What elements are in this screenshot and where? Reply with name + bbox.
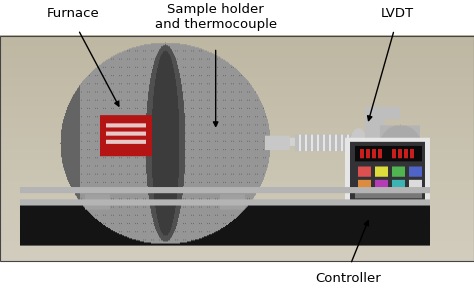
Text: Sample holder
and thermocouple: Sample holder and thermocouple [155, 3, 277, 31]
Text: Furnace: Furnace [47, 7, 100, 20]
Text: LVDT: LVDT [381, 7, 414, 20]
Text: Controller: Controller [316, 272, 381, 285]
Bar [0, 36, 474, 261]
